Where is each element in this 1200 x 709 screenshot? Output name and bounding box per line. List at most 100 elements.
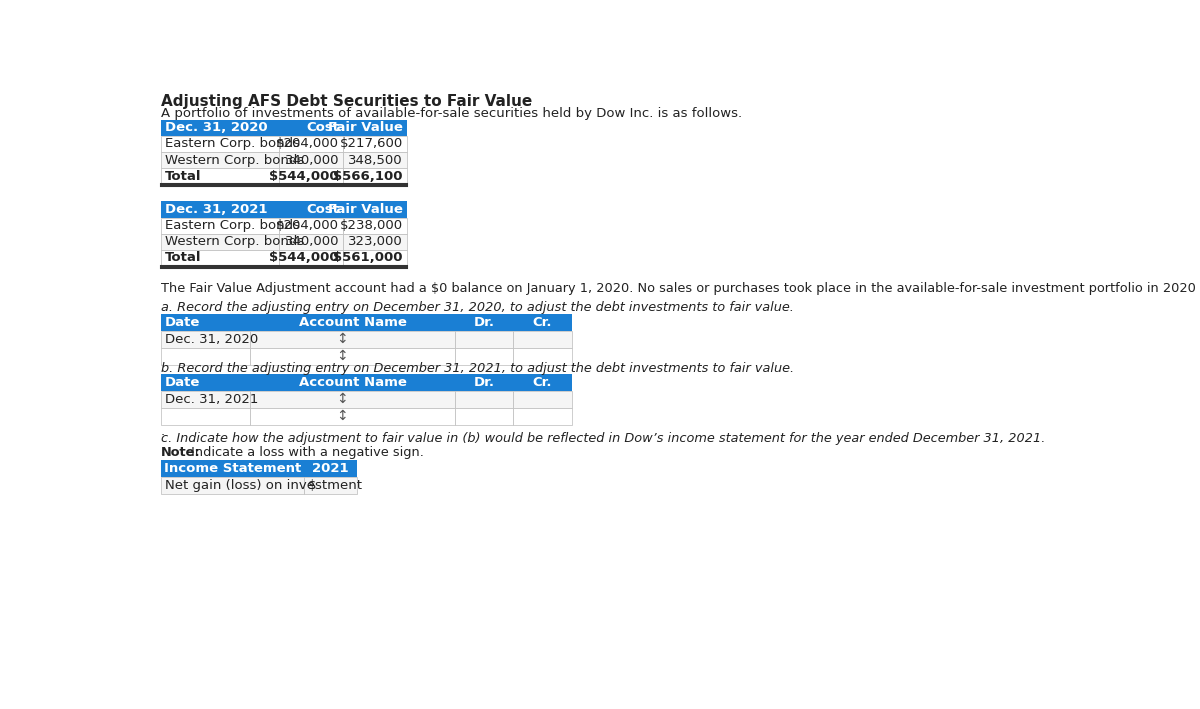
FancyBboxPatch shape — [161, 152, 280, 168]
FancyBboxPatch shape — [161, 408, 250, 425]
FancyBboxPatch shape — [161, 234, 280, 250]
Text: Dr.: Dr. — [474, 376, 494, 389]
Text: .: . — [161, 425, 164, 438]
FancyBboxPatch shape — [161, 477, 305, 494]
Text: Date: Date — [164, 316, 200, 329]
FancyBboxPatch shape — [161, 374, 250, 391]
FancyBboxPatch shape — [305, 460, 356, 477]
FancyBboxPatch shape — [514, 314, 571, 330]
FancyBboxPatch shape — [161, 201, 280, 218]
Text: a. Record the adjusting entry on December 31, 2020, to adjust the debt investmen: a. Record the adjusting entry on Decembe… — [161, 301, 793, 315]
Text: ↕: ↕ — [336, 409, 348, 423]
Text: 340,000: 340,000 — [284, 235, 340, 248]
FancyBboxPatch shape — [161, 136, 280, 152]
Text: $566,100: $566,100 — [334, 170, 403, 183]
Text: $544,000: $544,000 — [270, 170, 340, 183]
FancyBboxPatch shape — [250, 408, 455, 425]
Text: Indicate a loss with a negative sign.: Indicate a loss with a negative sign. — [187, 446, 424, 459]
FancyBboxPatch shape — [455, 408, 514, 425]
Text: 348,500: 348,500 — [348, 154, 403, 167]
Text: $544,000: $544,000 — [270, 252, 340, 264]
FancyBboxPatch shape — [280, 218, 343, 234]
FancyBboxPatch shape — [280, 201, 343, 218]
Text: Dec. 31, 2020: Dec. 31, 2020 — [164, 333, 258, 346]
FancyBboxPatch shape — [455, 374, 514, 391]
Text: ↕: ↕ — [336, 333, 348, 346]
FancyBboxPatch shape — [161, 330, 250, 347]
FancyBboxPatch shape — [280, 120, 343, 136]
Text: c. Indicate how the adjustment to fair value in (b) would be reflected in Dow’s : c. Indicate how the adjustment to fair v… — [161, 432, 1045, 445]
FancyBboxPatch shape — [161, 391, 250, 408]
FancyBboxPatch shape — [250, 391, 455, 408]
FancyBboxPatch shape — [343, 120, 407, 136]
Text: Western Corp. bonds: Western Corp. bonds — [164, 235, 304, 248]
Text: b. Record the adjusting entry on December 31, 2021, to adjust the debt investmen: b. Record the adjusting entry on Decembe… — [161, 362, 794, 374]
FancyBboxPatch shape — [343, 218, 407, 234]
Text: Date: Date — [164, 376, 200, 389]
FancyBboxPatch shape — [280, 234, 343, 250]
Text: $: $ — [308, 479, 317, 492]
FancyBboxPatch shape — [514, 374, 571, 391]
FancyBboxPatch shape — [343, 136, 407, 152]
Text: Dec. 31, 2021: Dec. 31, 2021 — [164, 393, 258, 406]
FancyBboxPatch shape — [455, 330, 514, 347]
FancyBboxPatch shape — [514, 391, 571, 408]
FancyBboxPatch shape — [343, 152, 407, 168]
Text: Total: Total — [164, 170, 202, 183]
Text: Eastern Corp. bonds: Eastern Corp. bonds — [164, 138, 300, 150]
Text: Western Corp. bonds: Western Corp. bonds — [164, 154, 304, 167]
Text: Dec. 31, 2021: Dec. 31, 2021 — [164, 203, 268, 216]
FancyBboxPatch shape — [161, 168, 280, 184]
Text: $217,600: $217,600 — [340, 138, 403, 150]
Text: Note:: Note: — [161, 446, 200, 459]
Text: $204,000: $204,000 — [276, 219, 340, 232]
FancyBboxPatch shape — [161, 250, 280, 266]
Text: Fair Value: Fair Value — [328, 203, 403, 216]
Text: Dec. 31, 2020: Dec. 31, 2020 — [164, 121, 268, 134]
FancyBboxPatch shape — [250, 347, 455, 364]
Text: 323,000: 323,000 — [348, 235, 403, 248]
FancyBboxPatch shape — [514, 408, 571, 425]
FancyBboxPatch shape — [455, 347, 514, 364]
Text: 2021: 2021 — [312, 462, 349, 475]
Text: Income Statement: Income Statement — [164, 462, 301, 475]
FancyBboxPatch shape — [161, 218, 280, 234]
FancyBboxPatch shape — [250, 374, 455, 391]
FancyBboxPatch shape — [514, 330, 571, 347]
Text: Account Name: Account Name — [299, 376, 407, 389]
Text: Fair Value: Fair Value — [328, 121, 403, 134]
FancyBboxPatch shape — [161, 347, 250, 364]
Text: Account Name: Account Name — [299, 316, 407, 329]
FancyBboxPatch shape — [343, 201, 407, 218]
FancyBboxPatch shape — [514, 347, 571, 364]
Text: A portfolio of investments of available-for-sale securities held by Dow Inc. is : A portfolio of investments of available-… — [161, 106, 742, 120]
FancyBboxPatch shape — [161, 120, 280, 136]
FancyBboxPatch shape — [161, 460, 305, 477]
Text: ↕: ↕ — [336, 392, 348, 406]
FancyBboxPatch shape — [280, 250, 343, 266]
Text: The Fair Value Adjustment account had a $0 balance on January 1, 2020. No sales : The Fair Value Adjustment account had a … — [161, 282, 1200, 295]
FancyBboxPatch shape — [161, 314, 250, 330]
FancyBboxPatch shape — [455, 314, 514, 330]
FancyBboxPatch shape — [250, 330, 455, 347]
Text: Net gain (loss) on investment: Net gain (loss) on investment — [164, 479, 361, 492]
Text: Cost: Cost — [306, 203, 340, 216]
Text: Cr.: Cr. — [533, 316, 552, 329]
FancyBboxPatch shape — [280, 136, 343, 152]
Text: $238,000: $238,000 — [340, 219, 403, 232]
FancyBboxPatch shape — [280, 152, 343, 168]
Text: $204,000: $204,000 — [276, 138, 340, 150]
FancyBboxPatch shape — [343, 234, 407, 250]
FancyBboxPatch shape — [343, 250, 407, 266]
FancyBboxPatch shape — [343, 168, 407, 184]
Text: Total: Total — [164, 252, 202, 264]
FancyBboxPatch shape — [250, 314, 455, 330]
FancyBboxPatch shape — [305, 477, 356, 494]
Text: $561,000: $561,000 — [334, 252, 403, 264]
Text: Adjusting AFS Debt Securities to Fair Value: Adjusting AFS Debt Securities to Fair Va… — [161, 94, 532, 109]
Text: Cost: Cost — [306, 121, 340, 134]
FancyBboxPatch shape — [280, 168, 343, 184]
Text: 340,000: 340,000 — [284, 154, 340, 167]
Text: ↕: ↕ — [336, 349, 348, 363]
Text: Dr.: Dr. — [474, 316, 494, 329]
